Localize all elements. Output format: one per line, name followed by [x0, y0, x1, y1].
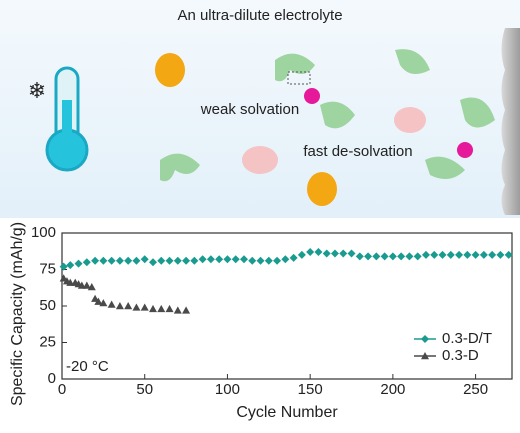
y-tick-label: 50 [39, 297, 56, 314]
y-axis-label: Specific Capacity (mAh/g) [9, 222, 26, 406]
y-tick-label: 25 [39, 333, 56, 350]
x-tick-label: 200 [380, 381, 405, 398]
illustration-label: fast de-solvation [303, 143, 412, 160]
x-tick-label: 150 [298, 381, 323, 398]
x-tick-label: 0 [58, 381, 66, 398]
electrode [502, 28, 520, 215]
annotation: -20 °C [66, 358, 109, 375]
legend-label: 0.3-D [442, 347, 479, 364]
x-axis-label: Cycle Number [236, 404, 338, 421]
illustration-label: weak solvation [200, 101, 299, 118]
x-tick-label: 100 [215, 381, 240, 398]
y-tick-label: 100 [31, 224, 56, 241]
x-tick-label: 250 [463, 381, 488, 398]
x-tick-label: 50 [136, 381, 153, 398]
legend-label: 0.3-D/T [442, 330, 492, 347]
illustration: ❄ An ultra-dilute electrolyte weak solva… [0, 0, 520, 218]
illustration-title: An ultra-dilute electrolyte [177, 7, 342, 24]
y-tick-label: 0 [48, 370, 56, 387]
svg-text:❄: ❄ [28, 78, 46, 103]
y-tick-label: 75 [39, 260, 56, 277]
